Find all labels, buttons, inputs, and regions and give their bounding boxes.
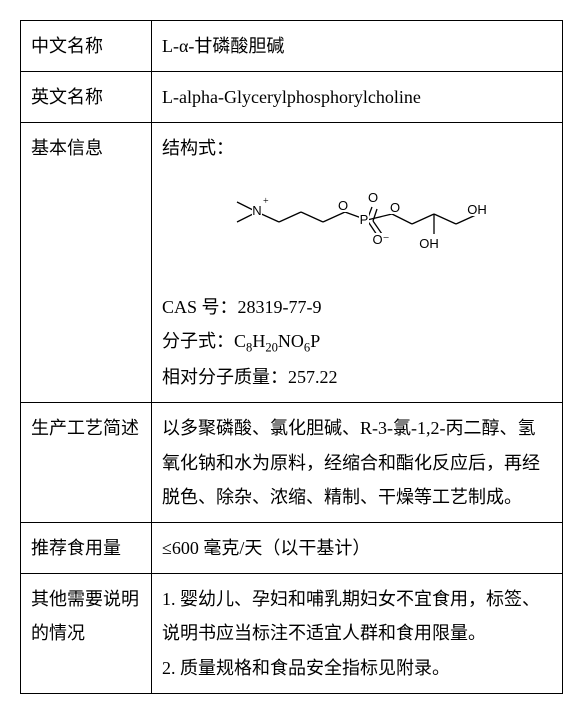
cas-value: 28319-77-9: [238, 297, 322, 317]
row-content: L-alpha-Glycerylphosphorylcholine: [152, 72, 563, 123]
table-row: 生产工艺简述以多聚磷酸、氯化胆碱、R-3-氯-1,2-丙二醇、氢氧化钠和水为原料…: [21, 403, 563, 523]
table-row: 中文名称L-α-甘磷酸胆碱: [21, 21, 563, 72]
svg-text:OH: OH: [467, 202, 487, 217]
cas-label: CAS 号：: [162, 297, 238, 317]
svg-text:O: O: [390, 200, 400, 215]
list-item: 2. 质量规格和食品安全指标见附录。: [162, 651, 552, 685]
cas-line: CAS 号：28319-77-9: [162, 290, 552, 324]
svg-text:O⁻: O⁻: [373, 232, 390, 247]
row-label: 生产工艺简述: [21, 403, 152, 523]
row-content: 结构式：NOOO⁻OOHOHP+CAS 号：28319-77-9分子式：C8H2…: [152, 123, 563, 403]
formula-line: 分子式：C8H20NO6P: [162, 324, 552, 361]
chemical-info-table: 中文名称L-α-甘磷酸胆碱英文名称L-alpha-Glycerylphospho…: [20, 20, 563, 694]
structure-label: 结构式：: [162, 131, 552, 165]
table-row: 其他需要说明的情况1. 婴幼儿、孕妇和哺乳期妇女不宜食用，标签、说明书应当标注不…: [21, 574, 563, 694]
table-row: 英文名称L-alpha-Glycerylphosphorylcholine: [21, 72, 563, 123]
row-label: 英文名称: [21, 72, 152, 123]
table-row: 基本信息结构式：NOOO⁻OOHOHP+CAS 号：28319-77-9分子式：…: [21, 123, 563, 403]
chemical-structure-diagram: NOOO⁻OOHOHP+: [217, 172, 497, 282]
row-content: 1. 婴幼儿、孕妇和哺乳期妇女不宜食用，标签、说明书应当标注不适宜人群和食用限量…: [152, 574, 563, 694]
row-label: 其他需要说明的情况: [21, 574, 152, 694]
row-label: 推荐食用量: [21, 523, 152, 574]
row-label: 基本信息: [21, 123, 152, 403]
mw-line: 相对分子质量：257.22: [162, 360, 552, 394]
svg-text:O: O: [368, 190, 378, 205]
row-content: 以多聚磷酸、氯化胆碱、R-3-氯-1,2-丙二醇、氢氧化钠和水为原料，经缩合和酯…: [152, 403, 563, 523]
row-content: ≤600 毫克/天（以干基计）: [152, 523, 563, 574]
table-body: 中文名称L-α-甘磷酸胆碱英文名称L-alpha-Glycerylphospho…: [21, 21, 563, 694]
svg-text:OH: OH: [419, 236, 439, 251]
mw-value: 257.22: [288, 367, 338, 387]
svg-text:N: N: [252, 203, 261, 218]
svg-text:+: +: [263, 196, 269, 207]
formula-label: 分子式：: [162, 331, 234, 351]
row-label: 中文名称: [21, 21, 152, 72]
list-item: 1. 婴幼儿、孕妇和哺乳期妇女不宜食用，标签、说明书应当标注不适宜人群和食用限量…: [162, 582, 552, 650]
mw-label: 相对分子质量：: [162, 367, 288, 387]
row-content: L-α-甘磷酸胆碱: [152, 21, 563, 72]
molecular-formula: C8H20NO6P: [234, 331, 320, 351]
svg-text:P: P: [360, 212, 369, 227]
table-row: 推荐食用量≤600 毫克/天（以干基计）: [21, 523, 563, 574]
svg-text:O: O: [338, 198, 348, 213]
